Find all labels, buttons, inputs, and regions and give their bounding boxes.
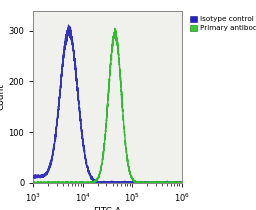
Y-axis label: Count: Count (0, 83, 6, 110)
X-axis label: FITC-A: FITC-A (93, 207, 122, 210)
Legend: Isotype control, Primary antibody: Isotype control, Primary antibody (188, 14, 256, 33)
